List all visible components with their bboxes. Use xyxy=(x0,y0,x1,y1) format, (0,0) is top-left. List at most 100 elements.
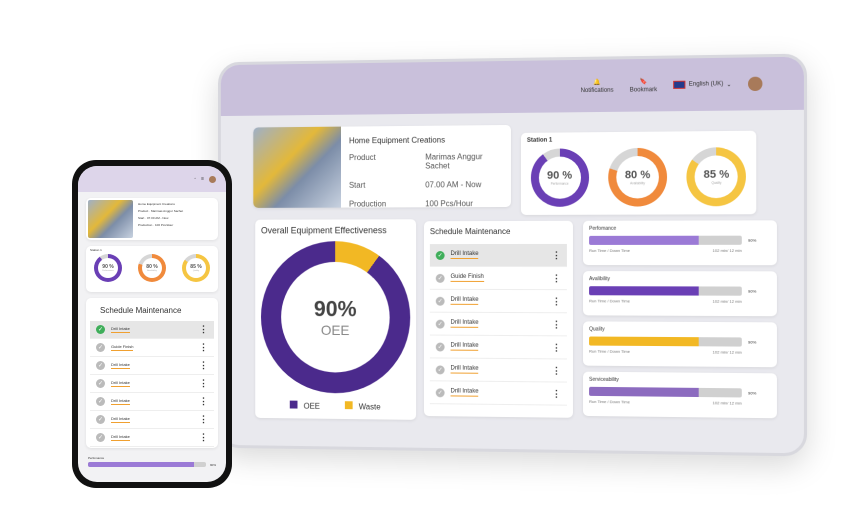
check-icon[interactable]: ✓ xyxy=(435,364,445,374)
schedule-item[interactable]: ✓ Drill Intake ⋮ xyxy=(90,357,214,375)
metric-right-label: 102 min/ 12 min xyxy=(712,400,742,406)
schedule-item-label: Drill Intake xyxy=(450,388,479,397)
tablet-dashboard: 🔔 Notifications 🔖 Bookmark English (UK) ⌄ H… xyxy=(217,53,808,457)
field-label: Product xyxy=(348,153,376,163)
schedule-item[interactable]: ✓ Drill Intake ⋮ xyxy=(429,243,567,268)
more-options-icon[interactable]: ⋮ xyxy=(199,378,208,388)
schedule-item[interactable]: ✓ Drill Intake ⋮ xyxy=(90,375,214,393)
schedule-item-label: Drill Intake xyxy=(111,398,130,405)
avatar[interactable] xyxy=(748,76,763,92)
more-options-icon[interactable]: ⋮ xyxy=(199,432,208,442)
gauge-label: Quality xyxy=(192,270,200,272)
metric-value: 90% xyxy=(748,390,757,396)
more-options-icon[interactable]: ⋮ xyxy=(551,295,561,306)
legend-oee: OEE xyxy=(290,400,320,411)
phone-schedule-title: Schedule Maintenance xyxy=(100,306,182,315)
gauge-value: 80 % xyxy=(146,264,158,270)
metric-title: Avalibility xyxy=(589,276,610,283)
metric-card-perfomance: Perfomance 90% Run Time / Down Time 102 m… xyxy=(583,220,777,266)
phone-production: Production · 100 Pcs/Hour xyxy=(138,223,174,227)
gauge-label: Quality xyxy=(711,180,722,185)
check-icon[interactable]: ✓ xyxy=(96,397,105,406)
phone-performance-value: 90% xyxy=(209,462,216,467)
gauge-value: 80 % xyxy=(624,169,651,182)
check-icon[interactable]: ✓ xyxy=(96,325,105,334)
schedule-item[interactable]: ✓ Drill Intake ⋮ xyxy=(90,393,214,411)
schedule-item[interactable]: ✓ Drill Intake ⋮ xyxy=(429,312,567,337)
gauge-availability: 80 % Availability xyxy=(608,147,668,207)
more-options-icon[interactable]: ⋮ xyxy=(551,318,561,329)
more-options-icon[interactable]: ⋮ xyxy=(551,387,561,399)
gauge-label: Performance xyxy=(102,270,114,272)
more-options-icon[interactable]: ⋮ xyxy=(199,324,208,334)
gauge-value: 85 % xyxy=(703,168,730,181)
schedule-item[interactable]: ✓ Drill Intake ⋮ xyxy=(429,358,567,383)
schedule-item[interactable]: ✓ Drill Intake ⋮ xyxy=(429,289,567,314)
phone-schedule-card: Schedule Maintenance ✓ Drill Intake ⋮ ✓ Guid… xyxy=(86,298,218,448)
schedule-item-label: Drill Intake xyxy=(450,365,479,374)
oee-card: Overall Equipment Effectiveness 90% OEE O… xyxy=(255,219,417,420)
notifications-button[interactable]: 🔔 Notifications xyxy=(580,79,614,94)
schedule-item-label: Drill Intake xyxy=(450,251,479,259)
gauge-availability: 80 % Availability xyxy=(138,254,166,282)
more-options-icon[interactable]: ⋮ xyxy=(199,342,208,352)
more-options-icon[interactable]: ⋮ xyxy=(551,272,561,283)
check-icon[interactable]: ✓ xyxy=(96,361,105,370)
schedule-item[interactable]: ✓ Drill Intake ⋮ xyxy=(429,335,567,360)
gauge-value: 85 % xyxy=(190,264,202,270)
check-icon[interactable]: ✓ xyxy=(435,296,445,306)
bell-icon[interactable]: ◦ xyxy=(194,176,197,182)
production-card: Home Equipment Creations Product Marimas … xyxy=(253,124,511,209)
metric-right-label: 102 min/ 12 min xyxy=(712,349,742,355)
schedule-item[interactable]: ✓ Guide Finish ⋮ xyxy=(90,339,214,357)
check-icon[interactable]: ✓ xyxy=(435,342,445,352)
check-icon[interactable]: ✓ xyxy=(435,387,445,397)
more-options-icon[interactable]: ⋮ xyxy=(551,341,561,352)
metric-right-label: 102 min/ 12 min xyxy=(712,298,742,304)
check-icon[interactable]: ✓ xyxy=(435,319,445,329)
language-select[interactable]: English (UK) ⌄ xyxy=(673,80,732,89)
legend-waste-label: Waste xyxy=(358,402,381,412)
metric-card-serviceability: Serviceability 90% Run Time / Down Time 1… xyxy=(583,371,777,419)
metric-bar xyxy=(589,286,742,296)
check-icon[interactable]: ✓ xyxy=(96,379,105,388)
legend-waste: Waste xyxy=(345,401,381,412)
metric-bar xyxy=(589,336,742,347)
menu-icon[interactable]: ≡ xyxy=(201,176,204,182)
check-icon[interactable]: ✓ xyxy=(96,415,105,424)
check-icon[interactable]: ✓ xyxy=(96,433,105,442)
phone-station-title: Station 1 xyxy=(90,248,102,252)
schedule-item-label: Guide Finish xyxy=(111,344,134,351)
oee-title: Overall Equipment Effectiveness xyxy=(260,225,387,236)
schedule-item[interactable]: ✓ Drill Intake ⋮ xyxy=(90,411,214,429)
schedule-item[interactable]: ✓ Drill Intake ⋮ xyxy=(429,381,567,406)
schedule-item-label: Drill Intake xyxy=(450,319,479,328)
bookmark-button[interactable]: 🔖 Bookmark xyxy=(629,78,658,94)
metric-left-label: Run Time / Down Time xyxy=(589,247,630,253)
schedule-item-label: Drill Intake xyxy=(111,416,130,423)
check-icon[interactable]: ✓ xyxy=(435,273,445,283)
phone-start: Start · 07.00 AM - Now xyxy=(138,216,169,220)
more-options-icon[interactable]: ⋮ xyxy=(199,414,208,424)
phone-production-card: Home Equipment Creations Product · Marim… xyxy=(86,198,218,240)
metric-value: 90% xyxy=(748,288,757,294)
more-options-icon[interactable]: ⋮ xyxy=(551,249,561,260)
check-icon[interactable]: ✓ xyxy=(435,250,445,260)
more-options-icon[interactable]: ⋮ xyxy=(199,396,208,406)
schedule-title: Schedule Maintenance xyxy=(429,226,511,237)
schedule-item[interactable]: ✓ Guide Finish ⋮ xyxy=(429,266,567,291)
metric-left-label: Run Time / Down Time xyxy=(589,398,630,405)
gauge-label: Availability xyxy=(147,270,157,272)
gauge-quality: 85 % Quality xyxy=(686,147,747,207)
more-options-icon[interactable]: ⋮ xyxy=(199,360,208,370)
metric-bar xyxy=(589,235,742,245)
check-icon[interactable]: ✓ xyxy=(96,343,105,352)
metric-title: Quality xyxy=(589,326,605,333)
schedule-item[interactable]: ✓ Drill Intake ⋮ xyxy=(90,321,214,339)
avatar[interactable] xyxy=(209,175,216,183)
header: 🔔 Notifications 🔖 Bookmark English (UK) ⌄ xyxy=(220,56,804,117)
field-value: 100 Pcs/Hour xyxy=(425,199,473,209)
metric-bar xyxy=(589,386,742,398)
more-options-icon[interactable]: ⋮ xyxy=(551,364,561,375)
schedule-item[interactable]: ✓ Drill Intake ⋮ xyxy=(90,429,214,447)
